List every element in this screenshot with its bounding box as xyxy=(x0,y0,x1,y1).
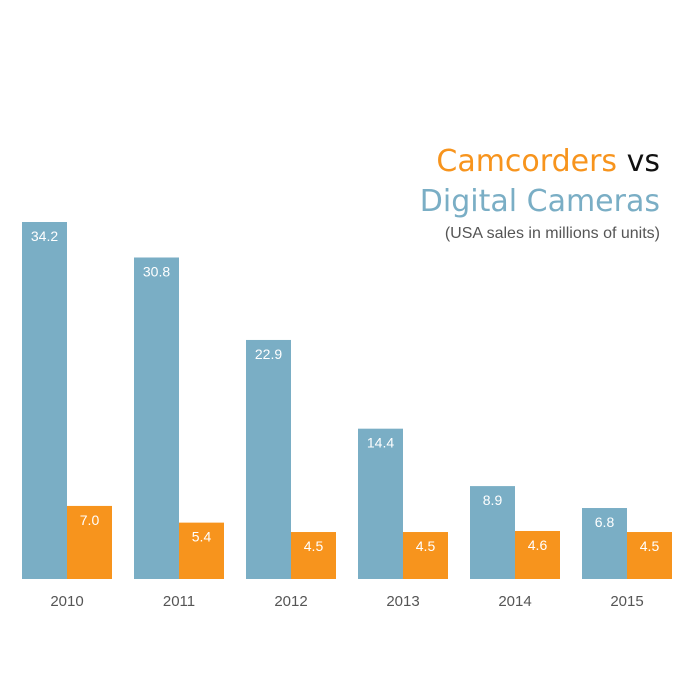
x-tick-2015: 2015 xyxy=(610,593,643,610)
data-label-camcorders-2012: 4.5 xyxy=(304,538,324,554)
bar-camcorders-2013 xyxy=(403,532,448,579)
data-label-digital-cameras-2011: 30.8 xyxy=(143,263,170,279)
bar-digital-cameras-2013 xyxy=(358,428,403,579)
bar-digital-cameras-2015 xyxy=(582,508,627,579)
title-digital-cameras: Digital Cameras xyxy=(419,184,660,219)
data-label-camcorders-2011: 5.4 xyxy=(192,529,212,545)
x-tick-2011: 2011 xyxy=(163,593,195,610)
x-tick-2010: 2010 xyxy=(50,593,83,610)
bar-camcorders-2012 xyxy=(291,532,336,579)
bar-digital-cameras-2010 xyxy=(22,222,67,579)
bar-camcorders-2010 xyxy=(67,505,112,579)
chart-subtitle: (USA sales in millions of units) xyxy=(444,225,660,242)
data-label-digital-cameras-2014: 8.9 xyxy=(483,492,503,508)
title-camcorders: Camcorders xyxy=(436,144,618,179)
data-label-camcorders-2014: 4.6 xyxy=(528,537,548,553)
bar-digital-cameras-2012 xyxy=(246,339,291,579)
bar-digital-cameras-2014 xyxy=(470,486,515,579)
x-tick-2013: 2013 xyxy=(386,593,419,610)
data-label-camcorders-2015: 4.5 xyxy=(640,538,660,554)
bar-camcorders-2014 xyxy=(515,530,560,579)
data-label-camcorders-2013: 4.5 xyxy=(416,538,436,554)
chart-title-block: Camcorders vs Digital Cameras (USA sales… xyxy=(420,142,660,243)
data-label-camcorders-2010: 7.0 xyxy=(80,512,100,528)
bar-camcorders-2015 xyxy=(627,532,672,579)
bar-camcorders-2011 xyxy=(179,522,224,579)
data-label-digital-cameras-2015: 6.8 xyxy=(595,514,615,530)
title-vs: vs xyxy=(626,144,660,179)
data-label-digital-cameras-2013: 14.4 xyxy=(367,435,394,451)
x-tick-2014: 2014 xyxy=(498,593,531,610)
data-label-digital-cameras-2010: 34.2 xyxy=(31,228,58,244)
x-tick-2012: 2012 xyxy=(274,593,307,610)
data-label-digital-cameras-2012: 22.9 xyxy=(255,346,282,362)
chart-title-line-1: Camcorders vs xyxy=(420,142,660,182)
bar-digital-cameras-2011 xyxy=(134,257,179,579)
